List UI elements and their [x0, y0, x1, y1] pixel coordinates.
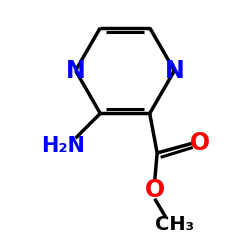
Text: CH₃: CH₃ [155, 215, 194, 234]
Text: O: O [190, 131, 210, 155]
Text: N: N [66, 58, 86, 82]
Text: O: O [144, 178, 165, 202]
Text: H₂N: H₂N [41, 136, 85, 156]
Text: N: N [164, 58, 184, 82]
